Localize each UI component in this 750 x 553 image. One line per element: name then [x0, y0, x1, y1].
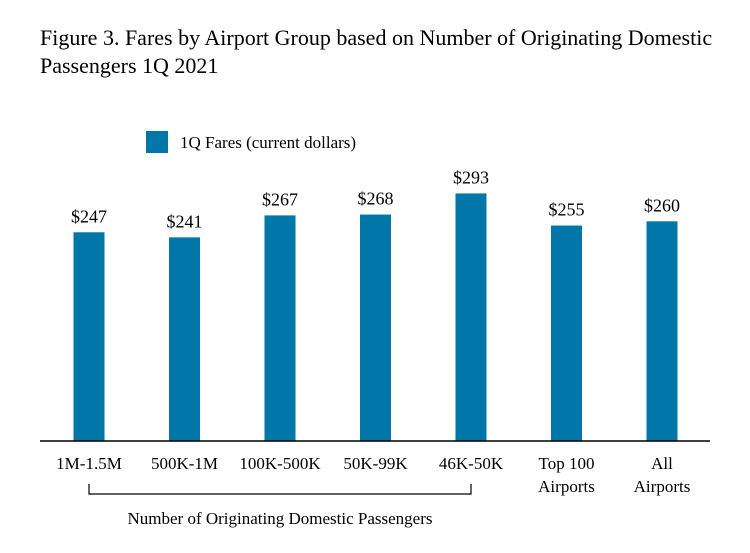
bar-2 [264, 215, 296, 441]
x-tick-label-5-line-0: Top 100 [539, 454, 595, 473]
bar-value-label-0: $247 [71, 206, 107, 226]
bar-value-label-2: $267 [262, 189, 298, 209]
bar-value-label-4: $293 [453, 167, 489, 187]
bar-4 [455, 193, 487, 441]
x-tick-label-0: 1M-1.5M [56, 454, 122, 473]
bar-value-label-5: $255 [549, 200, 585, 220]
bar-5 [551, 225, 582, 441]
bar-value-label-6: $260 [644, 195, 680, 215]
x-tick-label-5-line-1: Airports [538, 477, 595, 496]
x-tick-label-6-line-0: All [651, 454, 673, 473]
legend-swatch [146, 131, 168, 153]
bar-value-label-1: $241 [167, 211, 203, 231]
x-tick-label-6-line-1: Airports [634, 477, 691, 496]
bar-0 [73, 232, 105, 441]
x-tick-label-3: 50K-99K [343, 454, 408, 473]
chart-title: Figure 3. Fares by Airport Group based o… [40, 25, 713, 78]
legend-label: 1Q Fares (current dollars) [180, 133, 356, 152]
bar-6 [646, 221, 678, 441]
x-tick-label-4: 46K-50K [439, 454, 504, 473]
x-tick-label-2: 100K-500K [239, 454, 321, 473]
group-annotation-label: Number of Originating Domestic Passenger… [128, 509, 433, 528]
bar-1 [169, 237, 200, 441]
bar-value-label-3: $268 [358, 189, 394, 209]
x-tick-label-1: 500K-1M [151, 454, 218, 473]
group-bracket [88, 484, 472, 495]
bar-3 [360, 214, 391, 441]
